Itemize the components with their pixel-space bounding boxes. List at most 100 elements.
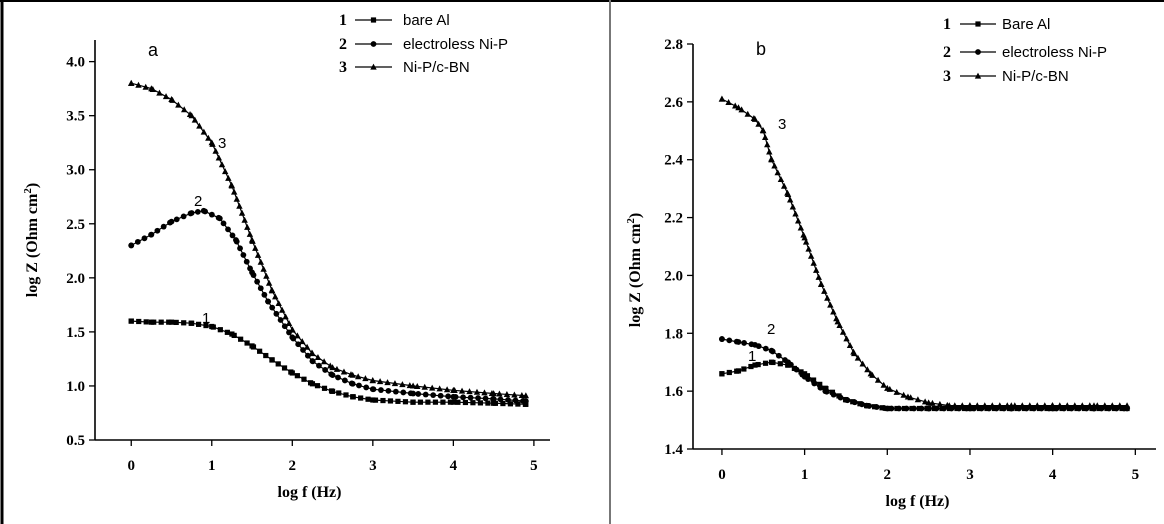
data-point-3 [904, 393, 912, 400]
series-marker-3 [241, 216, 248, 223]
series-marker-2 [385, 387, 392, 394]
series-marker-2 [304, 352, 311, 359]
y-axis-label: log Z (Ohm cm2) [22, 183, 41, 297]
series-marker-1 [515, 401, 521, 407]
series-marker-3 [951, 402, 958, 409]
series-marker-3 [282, 313, 289, 320]
series-marker-3 [399, 381, 406, 388]
series-marker-3 [135, 81, 142, 88]
y-tick-label: 2.8 [664, 37, 683, 53]
series-marker-3 [1064, 402, 1071, 409]
y-tick-label: 3.5 [66, 109, 85, 125]
data-point-2 [349, 380, 356, 387]
data-point-2 [216, 215, 223, 222]
series-marker-3 [285, 320, 293, 327]
series-marker-2 [775, 352, 782, 359]
series-marker-1 [440, 399, 446, 405]
data-point-3 [369, 377, 377, 384]
series-marker-3 [1056, 402, 1063, 409]
series-marker-1 [336, 390, 342, 396]
series-marker-2 [322, 367, 329, 373]
series-marker-2 [225, 226, 231, 233]
data-point-1 [752, 362, 758, 368]
data-point-3 [946, 402, 953, 409]
series-marker-3 [789, 203, 797, 210]
series-marker-3 [1079, 402, 1086, 409]
series-marker-3 [777, 176, 785, 183]
data-point-1 [735, 368, 742, 374]
series-marker-2 [363, 384, 370, 391]
series-line-2 [130, 210, 526, 402]
series-marker-2 [392, 388, 399, 395]
series-marker-3 [813, 266, 820, 273]
series-marker-1 [726, 369, 732, 376]
series-marker-3 [511, 391, 518, 398]
series-marker-1 [755, 361, 761, 368]
series-marker-1 [432, 399, 439, 405]
series-marker-2 [160, 223, 167, 230]
series-marker-3 [1109, 402, 1116, 409]
data-point-1 [309, 381, 316, 387]
data-point-3 [817, 280, 825, 287]
series-marker-3 [230, 188, 238, 195]
data-point-3 [490, 390, 497, 397]
series-marker-3 [807, 252, 815, 259]
series-marker-1 [477, 400, 484, 406]
series-marker-3 [200, 128, 208, 135]
series-marker-3 [466, 388, 473, 395]
series-marker-3 [252, 244, 259, 251]
series-marker-1 [485, 400, 491, 406]
series-marker-3 [893, 388, 900, 395]
series-marker-2 [400, 389, 407, 396]
y-tick-label: 2.4 [664, 153, 683, 169]
series-marker-3 [836, 322, 843, 329]
series-marker-2 [277, 317, 284, 323]
series-marker-3 [900, 391, 907, 398]
series-marker-1 [470, 400, 476, 406]
series-marker-3 [1116, 402, 1123, 409]
series-marker-3 [458, 387, 466, 394]
data-point-3 [248, 236, 256, 243]
data-point-3 [1008, 402, 1015, 409]
series-marker-3 [738, 106, 745, 113]
series-marker-2 [194, 208, 201, 215]
series-marker-1 [804, 373, 811, 379]
series-marker-2 [482, 395, 489, 402]
x-tick-label: 4 [1049, 467, 1057, 483]
series-marker-2 [896, 405, 902, 412]
series-marker-3 [1004, 402, 1011, 409]
y-tick-label: 1.8 [664, 326, 683, 342]
data-point-3 [851, 350, 858, 357]
series-marker-1 [321, 385, 328, 391]
series-marker-1 [741, 366, 747, 372]
curve-label-3: 3 [778, 116, 786, 133]
series-marker-2 [817, 384, 824, 391]
series-marker-3 [142, 83, 149, 90]
y-tick-label: 2.5 [66, 217, 85, 233]
curve-label-1: 1 [202, 310, 210, 327]
legend-marker-1 [975, 21, 981, 27]
data-point-1 [269, 357, 275, 363]
y-tick-label: 3.0 [66, 163, 85, 179]
series-marker-3 [278, 306, 286, 313]
data-point-1 [350, 394, 356, 400]
series-marker-3 [874, 376, 882, 383]
data-point-2 [768, 347, 775, 354]
y-axis-label-close: ) [24, 183, 41, 188]
series-marker-3 [921, 398, 929, 405]
series-marker-1 [365, 396, 371, 402]
series-marker-2 [273, 310, 280, 317]
series-marker-1 [173, 319, 179, 326]
series-marker-1 [217, 327, 223, 333]
legend-label-1: bare Al [403, 12, 450, 29]
data-point-3 [128, 79, 135, 86]
data-point-3 [329, 364, 336, 371]
series-marker-3 [156, 89, 163, 96]
data-point-2 [522, 398, 529, 404]
data-point-2 [410, 390, 416, 397]
series-marker-1 [817, 381, 823, 387]
series-marker-2 [229, 232, 236, 239]
legend-marker-2 [975, 49, 981, 55]
series-marker-3 [260, 265, 267, 272]
